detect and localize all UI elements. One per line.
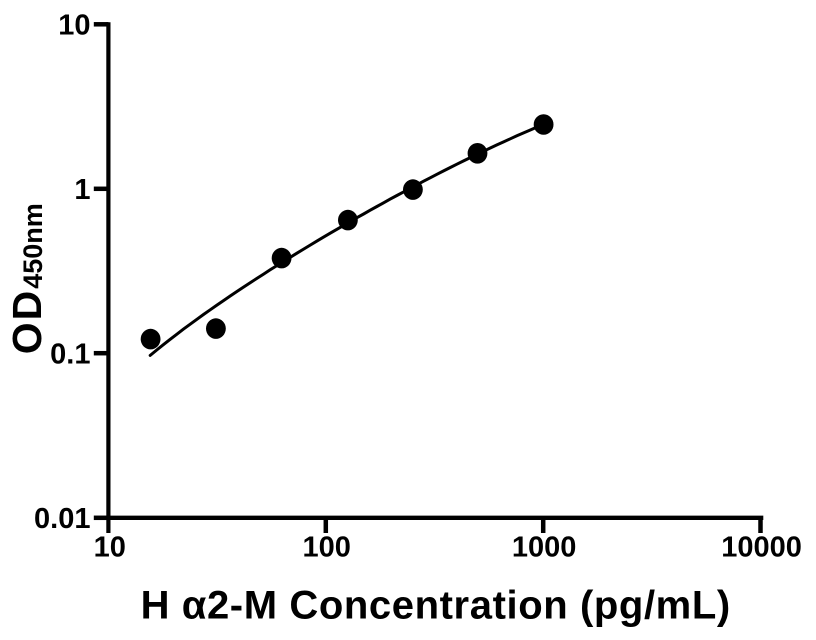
svg-text:0.1: 0.1 <box>50 339 90 371</box>
svg-text:10000: 10000 <box>721 532 802 564</box>
svg-text:10: 10 <box>58 10 90 42</box>
svg-text:1000: 1000 <box>512 532 577 564</box>
svg-text:0.01: 0.01 <box>34 503 90 535</box>
svg-text:OD450nm: OD450nm <box>4 203 50 354</box>
svg-text:100: 100 <box>303 532 351 564</box>
svg-text:1: 1 <box>74 174 90 206</box>
svg-text:H α2-M Concentration (pg/mL): H α2-M Concentration (pg/mL) <box>141 584 731 628</box>
svg-text:10: 10 <box>94 532 126 564</box>
